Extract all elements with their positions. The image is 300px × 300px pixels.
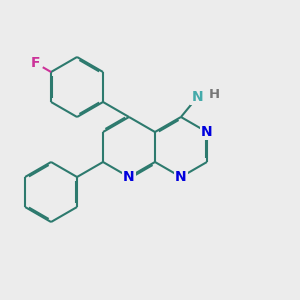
Text: N: N [175,170,187,184]
Text: H: H [209,88,220,101]
Text: N: N [201,125,213,139]
Text: N: N [123,170,135,184]
Text: N: N [191,90,203,104]
Text: F: F [31,56,40,70]
